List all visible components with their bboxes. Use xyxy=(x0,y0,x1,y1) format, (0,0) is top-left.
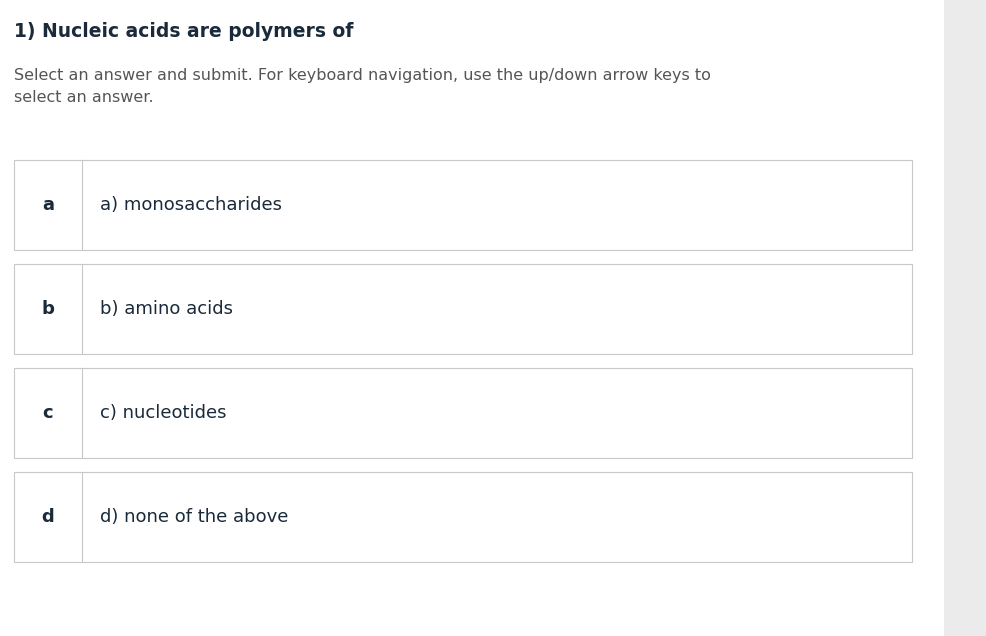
Text: d: d xyxy=(41,508,54,526)
FancyBboxPatch shape xyxy=(14,264,912,354)
Text: d) none of the above: d) none of the above xyxy=(100,508,288,526)
Text: c: c xyxy=(42,404,53,422)
FancyBboxPatch shape xyxy=(14,472,912,562)
Text: 1) Nucleic acids are polymers of: 1) Nucleic acids are polymers of xyxy=(14,22,353,41)
FancyBboxPatch shape xyxy=(944,0,986,636)
Text: b) amino acids: b) amino acids xyxy=(100,300,233,318)
Text: b: b xyxy=(41,300,54,318)
FancyBboxPatch shape xyxy=(14,160,912,250)
Text: a: a xyxy=(42,196,54,214)
FancyBboxPatch shape xyxy=(14,368,912,458)
Text: c) nucleotides: c) nucleotides xyxy=(100,404,227,422)
Text: a) monosaccharides: a) monosaccharides xyxy=(100,196,282,214)
Text: Select an answer and submit. For keyboard navigation, use the up/down arrow keys: Select an answer and submit. For keyboar… xyxy=(14,68,711,104)
